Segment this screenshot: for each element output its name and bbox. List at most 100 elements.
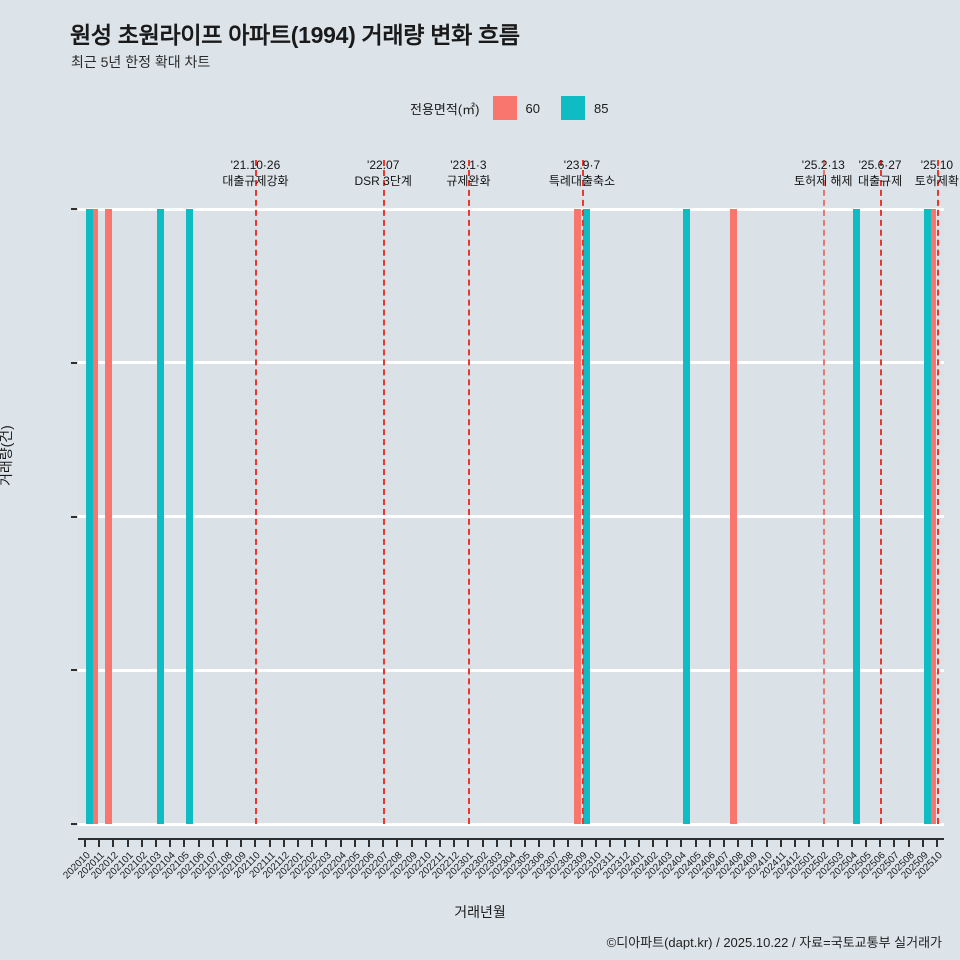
- page-title: 원성 초원라이프 아파트(1994) 거래량 변화 흐름: [70, 22, 520, 48]
- annotation-text: 토허제 해제: [794, 174, 853, 188]
- annotation-text: DSR 3단계: [354, 174, 412, 188]
- legend-label-60: 60: [525, 100, 540, 116]
- annotation-line: [383, 160, 386, 824]
- gridline: [78, 668, 944, 672]
- x-tick-mark: [893, 840, 896, 847]
- legend-swatch-60: [492, 96, 517, 120]
- annotation-line: [880, 160, 883, 824]
- annotation-line: [936, 160, 939, 824]
- x-tick-mark: [510, 840, 512, 847]
- x-tick-mark: [410, 840, 413, 847]
- x-tick-mark: [765, 840, 768, 847]
- x-tick-mark: [140, 840, 143, 847]
- annotation-date: '23.1·3: [450, 158, 487, 172]
- legend-swatch-85: [560, 96, 585, 120]
- annotation-line: [468, 160, 471, 824]
- page-subtitle: 최근 5년 한정 확대 차트: [71, 54, 211, 70]
- x-tick-mark: [808, 840, 811, 847]
- x-tick-mark: [382, 840, 385, 847]
- x-tick-mark: [353, 840, 356, 847]
- x-tick-mark: [836, 840, 839, 847]
- bar: [185, 209, 193, 824]
- plot-area: 0.000.250.500.751.00: [71, 160, 944, 826]
- x-tick-mark: [566, 840, 569, 847]
- x-tick-mark: [935, 840, 938, 847]
- x-tick-mark: [651, 840, 654, 847]
- gridline: [78, 207, 944, 211]
- annotation-note: '25.10 토허제확: [915, 158, 959, 189]
- annotation-line: [255, 160, 258, 824]
- x-tick-mark: [339, 840, 342, 847]
- annotation-note: '22.07 DSR 3단계: [355, 158, 412, 189]
- x-tick-mark: [737, 840, 740, 847]
- legend-label-85: 85: [593, 100, 609, 116]
- x-tick-mark: [183, 840, 186, 847]
- annotation-date: '25.2·13: [801, 158, 845, 172]
- annotation-text: 대출규제: [858, 174, 903, 188]
- x-tick-mark: [708, 840, 711, 847]
- x-tick-mark: [822, 840, 825, 847]
- x-tick-mark: [126, 840, 129, 847]
- y-tick-mark: [71, 669, 77, 672]
- x-tick-mark: [424, 840, 427, 847]
- x-axis-title: 거래년월: [454, 904, 506, 920]
- annotation-note: '25.6·27 대출규제: [858, 158, 902, 189]
- y-tick-mark: [71, 823, 77, 825]
- x-tick-mark: [325, 840, 328, 847]
- y-axis-title: 거래량(건): [0, 425, 14, 486]
- gridline: [78, 361, 944, 365]
- legend: 전용면적(㎡) 60 85: [410, 96, 620, 120]
- y-tick-mark: [71, 515, 77, 518]
- annotation-date: '21.10·26: [230, 158, 281, 172]
- annotation-text: 토허제확: [914, 174, 959, 188]
- x-tick-mark: [169, 840, 172, 847]
- annotation-text: 대출규제강화: [222, 174, 289, 188]
- x-tick-mark: [396, 840, 399, 847]
- x-tick-mark: [297, 840, 300, 847]
- x-tick-mark: [666, 840, 669, 847]
- x-tick-mark: [268, 840, 271, 847]
- x-tick-mark: [240, 840, 243, 847]
- gridline: [78, 515, 944, 518]
- x-tick-mark: [524, 840, 527, 847]
- x-tick-mark: [609, 840, 612, 847]
- footer-credit: ©디아파트(dapt.kr) / 2025.10.22 / 자료=국토교통부 실…: [606, 935, 942, 950]
- annotation-date: '23.9·7: [563, 158, 601, 172]
- bar: [729, 209, 737, 824]
- x-tick-mark: [779, 840, 782, 847]
- x-tick-mark: [98, 840, 101, 847]
- x-tick-mark: [453, 840, 456, 847]
- bar: [583, 209, 591, 824]
- x-tick-mark: [580, 840, 583, 847]
- x-tick-mark: [552, 840, 555, 847]
- annotation-note: '21.10·26 대출규제강화: [222, 158, 288, 189]
- annotation-line: [581, 160, 584, 824]
- x-tick-mark: [637, 840, 640, 847]
- x-tick-mark: [495, 840, 498, 847]
- bar: [852, 209, 860, 824]
- x-tick-mark: [439, 840, 442, 847]
- x-tick-mark: [751, 840, 754, 847]
- bar: [682, 209, 690, 824]
- annotation-text: 특례대출축소: [548, 174, 616, 188]
- annotation-date: '22.07: [367, 158, 400, 172]
- x-tick-mark: [254, 840, 257, 847]
- x-tick-mark: [921, 840, 924, 847]
- bar: [573, 209, 581, 824]
- annotation-date: '25.6·27: [858, 158, 902, 172]
- x-tick-mark: [311, 840, 314, 847]
- annotation-line: [823, 160, 826, 824]
- x-tick-mark: [282, 840, 285, 847]
- x-tick-mark: [722, 840, 725, 847]
- bar: [928, 209, 936, 824]
- annotation-note: '25.2·13 토허제 해제: [794, 158, 853, 189]
- x-tick-mark: [155, 840, 158, 847]
- bar: [91, 209, 99, 824]
- x-tick-mark: [680, 840, 683, 847]
- x-tick-mark: [112, 840, 115, 847]
- x-tick-mark: [623, 840, 626, 847]
- x-tick-mark: [197, 840, 200, 847]
- x-tick-mark: [368, 840, 371, 847]
- annotation-note: '23.1·3 규제완화: [446, 158, 490, 189]
